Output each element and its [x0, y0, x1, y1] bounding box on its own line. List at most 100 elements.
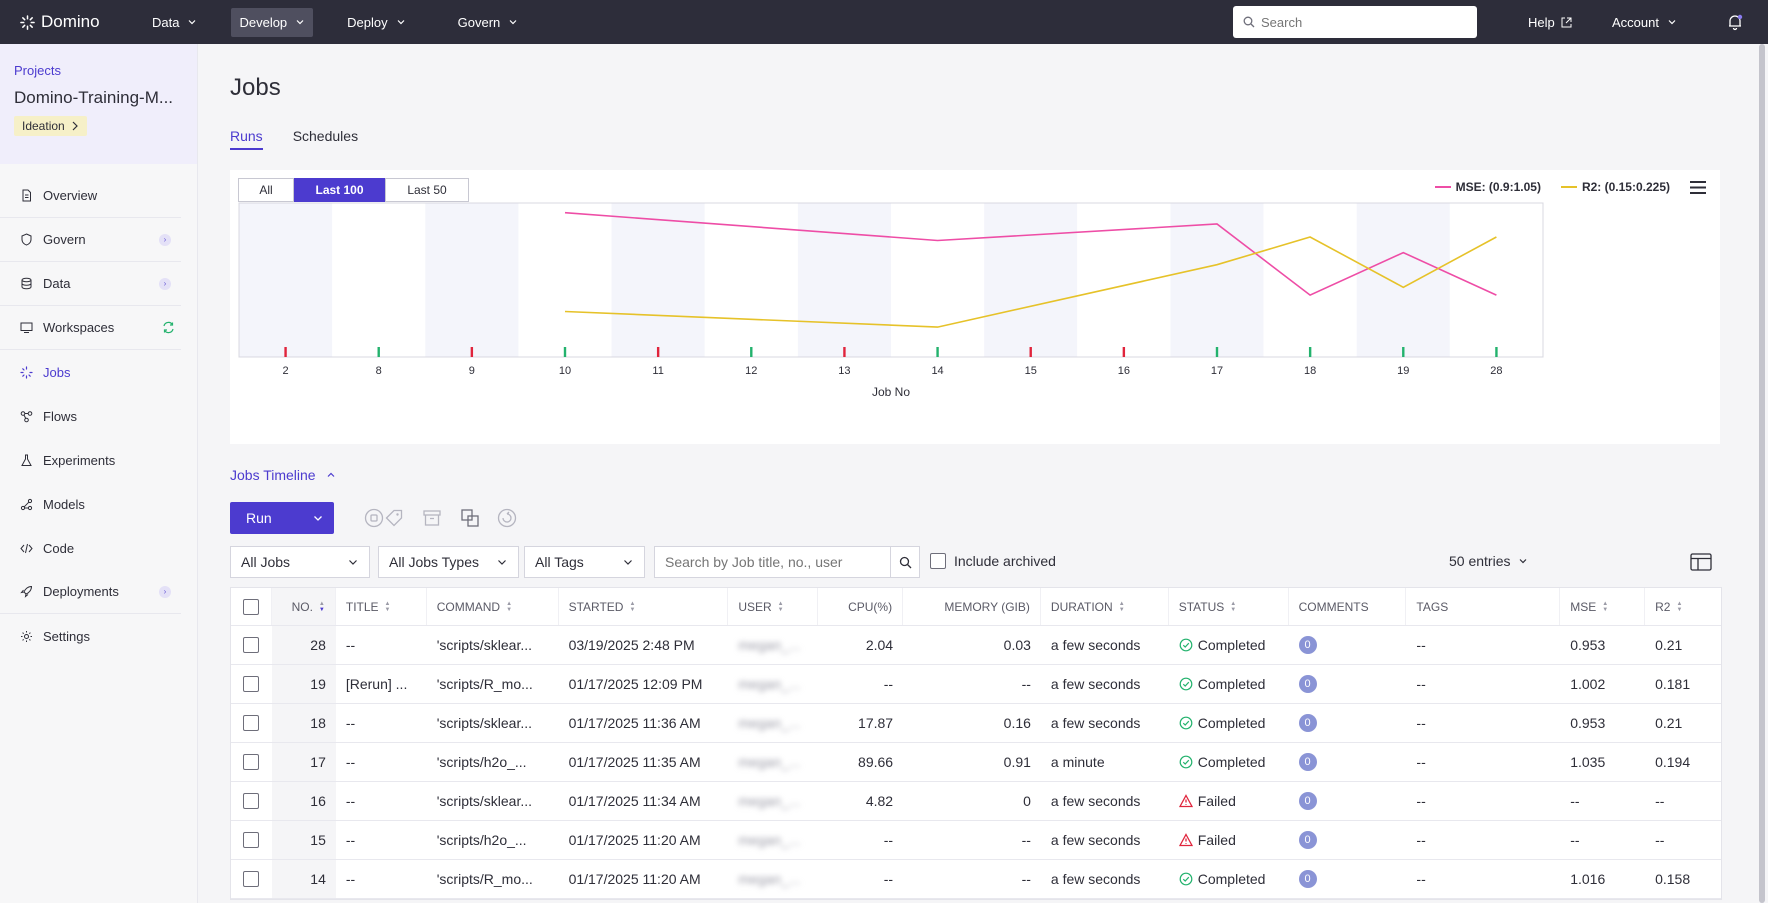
header-select-all[interactable] [231, 588, 272, 625]
nav-develop[interactable]: Develop [231, 7, 314, 37]
scrollbar-thumb[interactable] [1759, 44, 1765, 903]
cell-command[interactable]: 'scripts/h2o_... [436, 754, 527, 770]
job-search-button[interactable] [890, 547, 919, 577]
tag-icon[interactable] [384, 508, 404, 528]
table-row[interactable]: 16 -- 'scripts/sklear... 01/17/2025 11:34 A… [231, 782, 1721, 821]
projects-link[interactable]: Projects [14, 63, 61, 78]
comment-count-badge[interactable]: 0 [1298, 636, 1317, 654]
nav-govern[interactable]: Govern [450, 8, 527, 37]
row-checkbox[interactable] [243, 871, 260, 887]
tab-runs[interactable]: Runs [230, 120, 263, 150]
header-duration[interactable]: DURATION ▲ ▼ [1041, 588, 1169, 625]
rerun-icon[interactable] [497, 508, 517, 528]
row-select[interactable] [231, 665, 272, 703]
table-row[interactable]: 14 -- 'scripts/R_mo... 01/17/2025 11:20 AM m… [231, 860, 1721, 899]
job-filter-dropdown[interactable]: All Jobs [230, 546, 370, 578]
comment-count-badge[interactable]: 0 [1298, 675, 1317, 693]
row-checkbox[interactable] [243, 715, 260, 731]
bell-icon[interactable] [1726, 13, 1744, 31]
header-r2[interactable]: R2 ▲ ▼ [1645, 588, 1721, 625]
columns-icon[interactable] [1690, 552, 1712, 572]
row-select[interactable] [231, 821, 272, 859]
row-checkbox[interactable] [243, 676, 260, 692]
row-checkbox[interactable] [243, 637, 260, 653]
range-last-50-button[interactable]: Last 50 [385, 178, 469, 202]
cell-command[interactable]: 'scripts/R_mo... [436, 676, 533, 692]
cell-title[interactable]: -- [345, 715, 356, 731]
row-checkbox[interactable] [243, 793, 260, 809]
account-menu[interactable]: Account [1612, 0, 1677, 44]
comment-count-badge[interactable]: 0 [1298, 870, 1317, 888]
header-mse[interactable]: MSE ▲ ▼ [1560, 588, 1646, 625]
cell-command[interactable]: 'scripts/R_mo... [436, 871, 533, 887]
range-last-100-button[interactable]: Last 100 [294, 178, 385, 202]
cell-command[interactable]: 'scripts/sklear... [436, 793, 533, 809]
tab-schedules[interactable]: Schedules [292, 128, 359, 144]
sidebar-item-overview[interactable]: Overview [0, 174, 181, 218]
archive-icon[interactable] [422, 508, 442, 528]
cell-title[interactable]: -- [345, 871, 356, 887]
row-select[interactable] [231, 782, 272, 820]
cell-command[interactable]: 'scripts/h2o_... [436, 832, 527, 848]
legend-mse[interactable]: MSE: (0.9:1.05) [1434, 180, 1541, 194]
row-select[interactable] [231, 860, 272, 898]
legend-r2[interactable]: R2: (0.15:0.225) [1560, 180, 1670, 194]
header-started[interactable]: STARTED ▲ ▼ [559, 588, 729, 625]
sidebar-item-settings[interactable]: Settings [0, 614, 181, 658]
cell-title[interactable]: -- [345, 637, 356, 653]
cell-title[interactable]: [Rerun] ... [345, 676, 408, 692]
cell-command[interactable]: 'scripts/sklear... [436, 637, 533, 653]
row-select[interactable] [231, 704, 272, 742]
stage-badge[interactable]: Ideation [14, 116, 87, 136]
row-checkbox[interactable] [243, 832, 260, 848]
sidebar-item-models[interactable]: Models [0, 482, 181, 526]
comment-count-badge[interactable]: 0 [1298, 831, 1317, 849]
comment-count-badge[interactable]: 0 [1298, 792, 1317, 810]
include-archived-checkbox[interactable] [930, 553, 946, 569]
table-row[interactable]: 15 -- 'scripts/h2o_... 01/17/2025 11:20 AM m… [231, 821, 1721, 860]
sidebar-item-workspaces[interactable]: Workspaces [0, 306, 181, 350]
header-no[interactable]: NO. ▲ ▼ [271, 588, 336, 625]
job-search-input[interactable] [655, 547, 891, 577]
sidebar-item-code[interactable]: Code [0, 526, 181, 570]
row-select[interactable] [231, 743, 272, 781]
row-checkbox[interactable] [243, 754, 260, 770]
cell-no[interactable]: 17 [271, 743, 336, 781]
jobs-timeline-toggle[interactable]: Jobs Timeline [230, 467, 336, 483]
run-button[interactable]: Run [230, 502, 334, 534]
domino-logo[interactable]: Domino [20, 12, 132, 32]
header-title[interactable]: TITLE ▲ ▼ [336, 588, 427, 625]
stop-icon[interactable] [364, 508, 384, 528]
cell-no[interactable]: 14 [271, 860, 336, 898]
sidebar-item-data[interactable]: Data › [0, 262, 181, 306]
compare-icon[interactable] [460, 508, 480, 528]
cell-no[interactable]: 18 [271, 704, 336, 742]
global-search[interactable] [1233, 6, 1477, 38]
header-user[interactable]: USER ▲ ▼ [728, 588, 819, 625]
table-row[interactable]: 28 -- 'scripts/sklear... 03/19/2025 2:48 PM… [231, 626, 1721, 665]
cell-title[interactable]: -- [345, 754, 356, 770]
select-all-checkbox[interactable] [242, 598, 259, 615]
sidebar-item-deployments[interactable]: Deployments › [0, 570, 181, 614]
cell-no[interactable]: 16 [271, 782, 336, 820]
comment-count-badge[interactable]: 0 [1298, 753, 1317, 771]
nav-data[interactable]: Data [144, 8, 205, 37]
cell-no[interactable]: 15 [271, 821, 336, 859]
table-row[interactable]: 17 -- 'scripts/h2o_... 01/17/2025 11:35 AM m… [231, 743, 1721, 782]
table-row[interactable]: 18 -- 'scripts/sklear... 01/17/2025 11:36 A… [231, 704, 1721, 743]
cell-no[interactable]: 28 [271, 626, 336, 664]
global-search-input[interactable] [1261, 14, 1461, 30]
cell-title[interactable]: -- [345, 832, 356, 848]
header-command[interactable]: COMMAND ▲ ▼ [427, 588, 559, 625]
range-all-button[interactable]: All [238, 178, 294, 202]
comment-count-badge[interactable]: 0 [1298, 714, 1317, 732]
cell-no[interactable]: 19 [271, 665, 336, 703]
cell-title[interactable]: -- [345, 793, 356, 809]
page-scrollbar[interactable] [1758, 44, 1766, 903]
sidebar-item-flows[interactable]: Flows [0, 394, 181, 438]
include-archived-toggle[interactable]: Include archived [930, 553, 1056, 569]
header-status[interactable]: STATUS ▲ ▼ [1169, 588, 1289, 625]
entries-dropdown[interactable]: 50 entries [1449, 553, 1528, 569]
sidebar-item-govern[interactable]: Govern › [0, 218, 181, 262]
help-link[interactable]: Help [1528, 0, 1572, 44]
